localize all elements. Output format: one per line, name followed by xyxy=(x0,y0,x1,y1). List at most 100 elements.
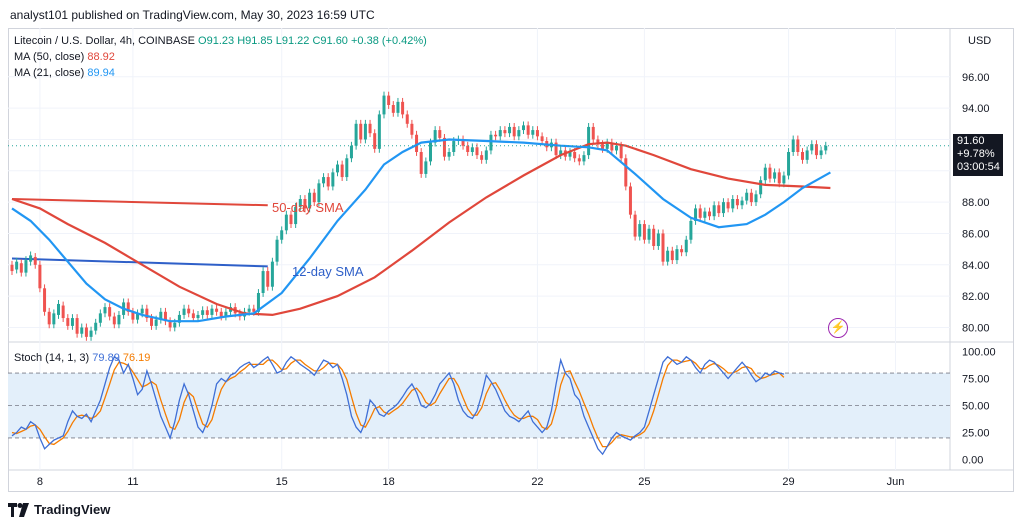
candle-body xyxy=(442,137,446,157)
candle-body xyxy=(89,330,93,337)
candle-body xyxy=(47,311,51,325)
stoch-tick-label: 50.00 xyxy=(962,401,990,413)
candle-body xyxy=(154,319,158,326)
candle-body xyxy=(29,255,33,262)
candle-body xyxy=(43,288,47,312)
candle-body xyxy=(284,214,288,231)
candle-body xyxy=(796,139,800,152)
candle-body xyxy=(759,180,763,195)
candle-body xyxy=(33,256,37,265)
stoch-label: Stoch (14, 1, 3) xyxy=(14,352,90,364)
lightning-icon[interactable]: ⚡ xyxy=(828,318,848,338)
candle-body xyxy=(708,211,711,217)
candle-body xyxy=(452,141,456,152)
high-value: H91.85 xyxy=(237,35,273,47)
last-change: +9.78% xyxy=(957,148,995,160)
candle-body xyxy=(540,136,544,142)
candle-body xyxy=(787,152,791,176)
trendline-red xyxy=(11,198,268,207)
candle-body xyxy=(591,126,595,140)
candle-body xyxy=(777,172,781,184)
candle-body xyxy=(391,105,395,113)
candle-body xyxy=(196,314,200,319)
candle-body xyxy=(187,308,191,314)
candle-body xyxy=(349,145,353,159)
close-value: C91.60 xyxy=(312,35,348,47)
candle-body xyxy=(526,125,530,135)
candle-body xyxy=(52,313,56,325)
candle-body xyxy=(535,130,539,137)
candle-body xyxy=(824,145,828,151)
candle-body xyxy=(387,95,391,105)
candle-body xyxy=(322,177,326,184)
candle-body xyxy=(289,214,293,225)
candle-body xyxy=(689,220,693,240)
candle-body xyxy=(382,95,386,115)
candle-body xyxy=(801,152,804,160)
candle-body xyxy=(582,155,586,162)
candle-body xyxy=(191,313,195,319)
symbol-line: Litecoin / U.S. Dollar, 4h, COINBASE O91… xyxy=(14,33,427,49)
candle-body xyxy=(131,311,135,320)
candle-body xyxy=(256,293,260,312)
candle-body xyxy=(573,152,577,159)
footer-brand[interactable]: TradingView xyxy=(34,502,111,517)
stoch-tick-label: 0.00 xyxy=(962,455,983,467)
candle-body xyxy=(721,202,725,214)
candle-body xyxy=(270,261,274,287)
candle-body xyxy=(694,208,698,221)
time-tick-label: 18 xyxy=(383,476,395,488)
price-tick-label: 84.00 xyxy=(962,260,990,272)
chart-frame[interactable] xyxy=(8,28,1014,492)
candle-body xyxy=(489,134,493,151)
candle-body xyxy=(126,302,130,312)
candle-body xyxy=(642,224,646,240)
sma21-annotation: 12-day SMA xyxy=(292,264,364,279)
candle-body xyxy=(656,233,660,246)
candle-body xyxy=(298,199,302,207)
candle-body xyxy=(508,126,512,134)
candle-body xyxy=(717,205,721,214)
candle-body xyxy=(61,305,65,319)
candle-body xyxy=(163,311,167,322)
candle-body xyxy=(336,164,339,173)
candle-body xyxy=(98,313,102,323)
candle-body xyxy=(577,158,581,162)
sma50-annotation: 50-day SMA xyxy=(272,200,344,215)
candle-body xyxy=(726,202,730,209)
candle-body xyxy=(377,114,381,149)
candle-body xyxy=(470,147,474,152)
stoch-tick-label: 100.00 xyxy=(962,346,996,358)
candle-body xyxy=(219,311,223,317)
candle-body xyxy=(331,172,335,187)
candle-body xyxy=(252,308,256,312)
candle-body xyxy=(498,130,502,137)
candle-body xyxy=(70,318,74,326)
candle-body xyxy=(173,322,177,328)
candle-body xyxy=(424,161,428,174)
candle-body xyxy=(554,142,558,156)
candle-body xyxy=(680,249,684,253)
candle-body xyxy=(38,264,42,289)
candle-body xyxy=(661,233,665,262)
candle-body xyxy=(117,314,121,325)
candle-body xyxy=(363,123,367,140)
candle-body xyxy=(275,239,279,262)
candle-body xyxy=(224,311,228,317)
candle-body xyxy=(210,308,214,315)
candle-body xyxy=(415,134,419,152)
candle-body xyxy=(150,318,153,326)
candle-body xyxy=(94,322,98,331)
price-tick-label: 88.00 xyxy=(962,197,990,209)
candle-body xyxy=(475,147,479,156)
stoch-tick-label: 75.00 xyxy=(962,373,990,385)
candle-body xyxy=(670,250,674,261)
candle-body xyxy=(480,155,484,160)
candle-body xyxy=(731,199,735,209)
candle-body xyxy=(140,308,144,314)
symbol-title: Litecoin / U.S. Dollar, 4h, COINBASE xyxy=(14,35,195,47)
ma50-value: 88.92 xyxy=(87,51,115,63)
tradingview-logo-icon[interactable] xyxy=(8,503,30,517)
change-value: +0.38 (+0.42%) xyxy=(351,35,427,47)
